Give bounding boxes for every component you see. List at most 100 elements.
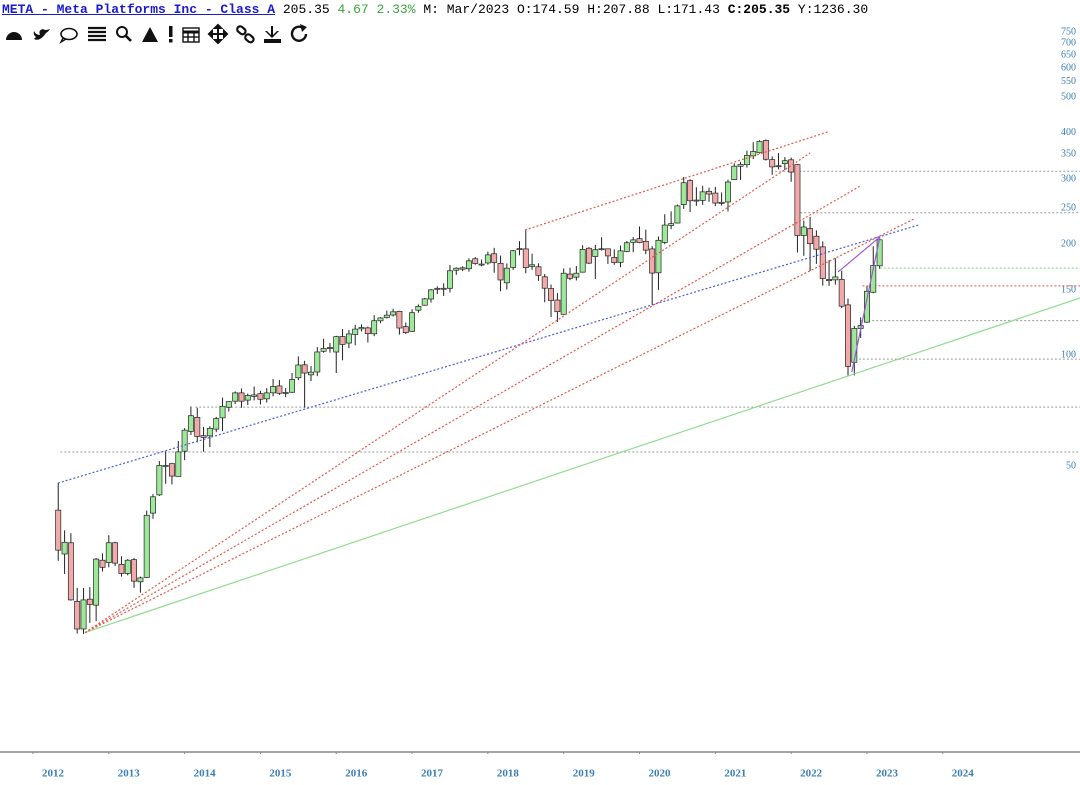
candle-body [396, 310, 403, 329]
candle-body [93, 558, 100, 606]
candle-body [377, 317, 384, 322]
trendline [524, 131, 829, 231]
candle-body [579, 249, 586, 273]
candle-body [143, 514, 150, 578]
candle-body [725, 181, 731, 203]
candle-body [642, 240, 649, 251]
y-tick-label: 350 [1061, 149, 1076, 160]
candle-body [428, 289, 434, 300]
symbol-title[interactable]: META - Meta Platforms Inc - Class A [2, 2, 276, 17]
field-label: H: [587, 2, 603, 17]
candle-body [219, 405, 226, 419]
candle-body [194, 417, 201, 437]
candle-body [750, 151, 757, 157]
candle-body [86, 598, 93, 605]
candle-body [617, 250, 624, 263]
candle-body [112, 542, 119, 564]
field-label: C: [727, 2, 744, 17]
download-icon[interactable] [264, 26, 281, 43]
candle-body [232, 392, 239, 402]
candle-body [314, 351, 321, 373]
period: M: Mar/2023 [423, 2, 510, 17]
candle-body [876, 239, 883, 267]
candle-body [99, 559, 106, 568]
candle-body [162, 465, 169, 467]
y-tick-label: 650 [1061, 49, 1076, 60]
candle-body [788, 159, 795, 173]
triangle-icon[interactable] [142, 27, 158, 42]
candle-body [352, 328, 359, 335]
trendline [837, 236, 881, 273]
candle-body [225, 401, 232, 408]
y-tick-label: 50 [1066, 460, 1076, 471]
candle-body [832, 276, 839, 281]
candle-body [731, 165, 738, 180]
candle-body [447, 270, 453, 289]
candle-body [604, 248, 611, 257]
candle-body [649, 248, 656, 274]
candle-body [415, 306, 422, 311]
candle-body [320, 348, 327, 352]
field-value: 205.35 [743, 2, 791, 17]
candle-body [55, 509, 62, 551]
candle-body [175, 451, 182, 477]
candle-body [769, 159, 776, 168]
candle-body [756, 141, 763, 154]
candle-body [775, 165, 782, 168]
candle-body [137, 577, 144, 583]
link-icon[interactable] [236, 25, 255, 44]
y-tick-label: 500 [1061, 91, 1076, 102]
candle-body [674, 205, 681, 224]
candle-body [383, 314, 390, 318]
candle-body [541, 276, 548, 289]
dashboard-icon[interactable] [6, 32, 22, 40]
candle-body [554, 299, 561, 313]
candle-body [484, 254, 491, 264]
candle-body [743, 155, 750, 166]
x-tick-label: 2013 [118, 768, 141, 780]
candle-body [510, 250, 517, 268]
candle-body [156, 465, 163, 496]
y-tick-label: 600 [1061, 62, 1076, 73]
candle-body [592, 249, 599, 257]
calendar-icon[interactable] [182, 27, 200, 43]
candle-body [623, 242, 630, 252]
alert-icon[interactable] [169, 26, 173, 43]
candle-body [598, 248, 605, 251]
twitter-icon[interactable] [33, 29, 50, 40]
candle-body [718, 201, 725, 204]
candle-body [794, 164, 801, 236]
candle-body [213, 418, 220, 430]
candle-body [74, 601, 81, 630]
candle-body [270, 386, 277, 394]
candle-body [819, 246, 826, 279]
candle-body [548, 288, 554, 301]
x-tick-label: 2022 [800, 768, 823, 780]
candle-body [308, 371, 314, 376]
quote-header: META - Meta Platforms Inc - Class A 205.… [2, 2, 868, 17]
candle-body [497, 262, 504, 281]
candle-body [611, 257, 618, 263]
candle-body [478, 263, 485, 266]
field-value: 174.59 [532, 2, 580, 17]
candle-body [636, 238, 643, 243]
y-tick-label: 200 [1061, 238, 1076, 249]
x-tick-label: 2012 [42, 768, 65, 780]
move-icon[interactable] [207, 23, 229, 45]
search-icon[interactable] [116, 26, 132, 42]
candle-body [181, 429, 188, 452]
field-label: Y: [797, 2, 814, 17]
x-tick-label: 2014 [194, 768, 217, 780]
refresh-icon[interactable] [290, 24, 308, 42]
candle-body [263, 392, 270, 400]
list-icon[interactable] [88, 26, 106, 42]
candle-body [200, 435, 207, 438]
candle-body [706, 190, 712, 195]
x-tick-label: 2018 [497, 768, 520, 780]
candle-body [560, 272, 567, 315]
comment-icon[interactable] [59, 27, 78, 44]
candle-body [813, 235, 820, 250]
trendline [57, 224, 919, 484]
field-value: 207.88 [602, 2, 650, 17]
